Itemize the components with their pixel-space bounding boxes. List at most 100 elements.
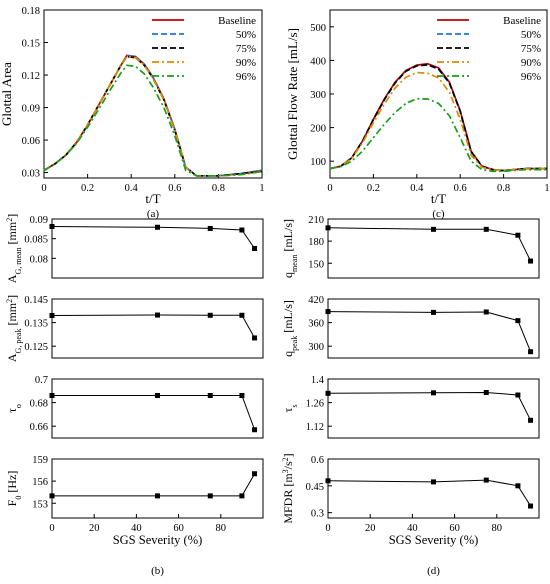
x-axis-label: t/T xyxy=(431,191,446,206)
y-tick-label: 0.08 xyxy=(30,254,48,265)
chart-b4: 153 156 159 0 20 40 60 80 F0 [Hz] SGS Severity (%… xyxy=(5,455,264,577)
data-point-marker xyxy=(155,312,160,318)
data-point-marker xyxy=(49,223,55,229)
series-line-50pct xyxy=(43,54,263,177)
data-point-marker xyxy=(239,227,245,233)
plot-frame-b2 xyxy=(51,298,264,359)
series-line-90pct xyxy=(43,55,263,177)
data-point-marker xyxy=(431,479,436,485)
x-tick-label: 60 xyxy=(449,523,460,534)
y-tick-label: 0.15 xyxy=(22,39,40,50)
data-point-marker xyxy=(483,309,489,315)
y-tick-label: 0.06 xyxy=(22,136,40,147)
plot-frame-d1 xyxy=(327,218,540,279)
x-tick-label: 0.2 xyxy=(367,183,380,194)
data-point-marker xyxy=(431,309,436,315)
legend-label: 75% xyxy=(521,43,541,55)
x-tick-label: 0 xyxy=(325,523,330,534)
y-tick-label: 156 xyxy=(32,477,48,488)
data-point-marker xyxy=(239,493,245,499)
x-tick-label: 0 xyxy=(41,183,46,194)
data-point-marker xyxy=(515,232,521,238)
legend-label: 96% xyxy=(236,71,256,83)
x-tick-label: 20 xyxy=(365,523,376,534)
data-point-marker xyxy=(49,393,55,399)
data-point-marker xyxy=(515,483,521,489)
plot-frame-d3 xyxy=(327,378,540,439)
metric-line-d3 xyxy=(327,391,532,421)
y-tick-label: 100 xyxy=(310,157,326,168)
legend-label: 75% xyxy=(236,43,256,55)
panel-label: (a) xyxy=(147,208,160,220)
y-tick-label: 1.12 xyxy=(306,422,324,433)
y-tick-label: 360 xyxy=(308,319,324,330)
y-tick-label: 500 xyxy=(310,23,326,34)
chart-d3: 1.12 1.26 1.4 τs xyxy=(281,375,540,439)
y-tick-label: 400 xyxy=(310,56,326,67)
legend-label: 50% xyxy=(521,29,541,41)
data-point-marker xyxy=(155,493,160,499)
y-tick-label: 180 xyxy=(308,237,324,248)
x-tick-label: 0 xyxy=(49,523,54,534)
x-tick-label: 0.6 xyxy=(454,183,467,194)
metric-line-b3 xyxy=(52,395,256,430)
x-tick-label: 0.4 xyxy=(410,183,424,194)
legend-label: 90% xyxy=(521,57,541,69)
y-tick-label: 420 xyxy=(308,295,324,306)
y-tick-label: 150 xyxy=(308,259,324,270)
metric-line-b2 xyxy=(51,314,256,339)
series-line-90pct xyxy=(329,71,547,172)
data-point-marker xyxy=(325,390,331,396)
data-point-marker xyxy=(515,318,521,324)
y-tick-label: 0.145 xyxy=(24,295,48,306)
chart-b1: 0.08 0.085 0.09 AG, mean [mm2] xyxy=(5,214,264,283)
y-tick-label: 0.7 xyxy=(35,375,48,386)
data-point-marker xyxy=(325,309,331,315)
data-point-marker xyxy=(207,393,213,399)
x-axis-label: SGS Severity (%) xyxy=(389,533,479,547)
series-line-96pct xyxy=(329,97,547,173)
data-point-marker xyxy=(207,225,213,231)
y-tick-label: 0.68 xyxy=(30,399,48,410)
x-tick-label: 40 xyxy=(407,523,418,534)
data-point-marker xyxy=(239,393,245,399)
metric-line-b4 xyxy=(52,473,256,497)
x-axis-label: SGS Severity (%) xyxy=(113,533,203,547)
plot-frame-d2 xyxy=(327,298,540,359)
data-point-marker xyxy=(252,471,258,477)
plot-frame-a xyxy=(43,9,263,179)
data-point-marker xyxy=(431,226,436,232)
x-tick-label: 0.8 xyxy=(497,183,510,194)
data-point-marker xyxy=(528,417,534,423)
data-point-marker xyxy=(528,258,534,264)
plot-frame-b4 xyxy=(51,458,264,519)
y-tick-label: 0.09 xyxy=(22,104,40,115)
data-point-marker xyxy=(252,427,258,433)
series-line-75pct xyxy=(329,63,547,172)
data-point-marker xyxy=(49,313,55,319)
x-tick-label: 80 xyxy=(492,523,503,534)
plot-frame-d4 xyxy=(327,458,540,519)
y-tick-label: 200 xyxy=(310,124,326,135)
y-tick-label: 0.66 xyxy=(30,422,48,433)
series-line-50pct xyxy=(329,64,547,172)
panel-label: (b) xyxy=(151,565,164,577)
chart-d4: 0.3 0.45 0.6 0 20 40 60 80 MFDR [m3/s2] SGS Sever… xyxy=(281,453,540,577)
data-point-marker xyxy=(155,393,160,399)
data-point-marker xyxy=(207,493,213,499)
y-tick-label: 0.6 xyxy=(311,455,324,466)
metric-line-d2 xyxy=(327,311,532,352)
x-tick-label: 0.2 xyxy=(81,183,94,194)
y-tick-label: 300 xyxy=(310,90,326,101)
y-tick-label: 0.09 xyxy=(30,215,48,226)
series-line-baseline xyxy=(43,54,263,177)
data-point-marker xyxy=(155,224,160,230)
y-tick-label: 0.135 xyxy=(24,319,48,330)
series-line-baseline xyxy=(329,62,547,172)
y-tick-label: 153 xyxy=(32,499,48,510)
data-point-marker xyxy=(515,392,521,398)
y-tick-label: 0.03 xyxy=(22,169,40,180)
y-axis-label: τo xyxy=(5,404,23,413)
legend-label: Baseline xyxy=(218,15,256,27)
legend-label: 50% xyxy=(236,29,256,41)
